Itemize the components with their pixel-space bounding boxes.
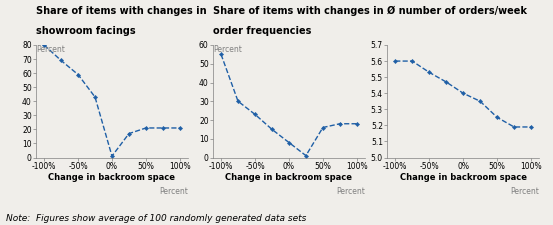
Text: Percent: Percent [213, 45, 242, 54]
Text: Change in backroom space: Change in backroom space [49, 173, 175, 182]
Text: Share of items with changes in: Share of items with changes in [36, 6, 207, 16]
Text: Change in backroom space: Change in backroom space [400, 173, 526, 182]
Text: showroom facings: showroom facings [36, 26, 135, 36]
Text: Note:  Figures show average of 100 randomly generated data sets: Note: Figures show average of 100 random… [6, 214, 306, 223]
Text: Ø number of orders/week: Ø number of orders/week [387, 6, 527, 16]
Text: Share of items with changes in: Share of items with changes in [213, 6, 384, 16]
Text: Percent: Percent [510, 187, 539, 196]
Text: Percent: Percent [159, 187, 188, 196]
Text: Percent: Percent [336, 187, 365, 196]
Text: Change in backroom space: Change in backroom space [226, 173, 352, 182]
Text: Percent: Percent [36, 45, 65, 54]
Text: order frequencies: order frequencies [213, 26, 311, 36]
